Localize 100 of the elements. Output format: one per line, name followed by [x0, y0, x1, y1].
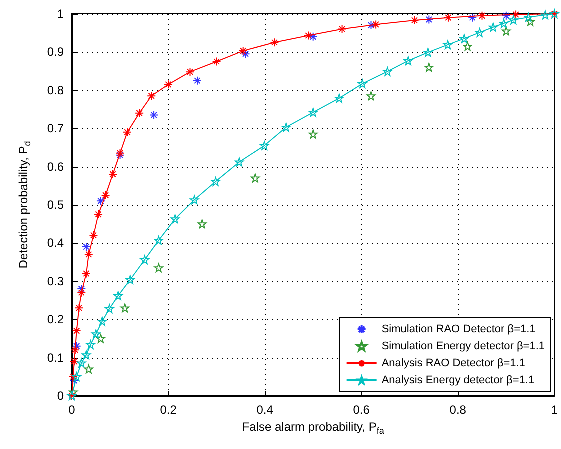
point: [524, 12, 534, 22]
point: [92, 330, 101, 339]
y-tick-label: 0.2: [47, 312, 64, 327]
point: [444, 13, 453, 22]
point: [89, 231, 98, 240]
point: [468, 13, 478, 22]
point: [164, 80, 174, 90]
y-tick-label: 0.1: [47, 350, 64, 365]
point: [282, 122, 291, 132]
point: [463, 42, 472, 51]
point: [154, 264, 164, 273]
point: [241, 50, 250, 59]
point: [499, 19, 508, 28]
point: [358, 79, 368, 88]
y-axis-title: Detection probability, Pd: [16, 141, 32, 269]
point: [424, 15, 434, 24]
point: [488, 22, 498, 32]
y-tick-label: 0.4: [47, 236, 64, 250]
point: [308, 108, 318, 118]
point: [372, 20, 381, 30]
y-tick-label: 0.6: [47, 160, 64, 174]
point: [123, 128, 132, 137]
point: [366, 92, 376, 101]
point: [211, 177, 220, 186]
point: [334, 94, 344, 103]
point: [70, 346, 80, 355]
point: [424, 62, 434, 72]
y-tick-label: 0.8: [47, 83, 64, 98]
point: [424, 48, 433, 58]
point: [540, 10, 550, 20]
point: [135, 108, 144, 118]
legend-label: Analysis RAO Detector β=1.1: [382, 358, 526, 370]
point: [212, 57, 222, 66]
point: [82, 269, 91, 278]
point: [126, 275, 135, 284]
point: [509, 16, 518, 25]
point: [270, 38, 280, 48]
point: [84, 250, 94, 260]
point: [502, 11, 511, 20]
point: [502, 26, 511, 36]
x-tick-label: 0.4: [256, 403, 274, 417]
y-tick-label: 0: [57, 389, 64, 403]
point: [308, 130, 318, 139]
point: [82, 350, 91, 360]
point: [70, 357, 79, 366]
point: [86, 340, 96, 350]
legend-label: Simulation Energy detector β=1.1: [382, 340, 546, 352]
point: [238, 46, 248, 56]
point: [77, 288, 86, 298]
point: [404, 56, 413, 66]
point: [170, 214, 180, 224]
point: [460, 34, 469, 44]
point: [140, 256, 150, 265]
point: [410, 16, 420, 25]
point: [101, 190, 110, 200]
point: [260, 141, 270, 150]
legend-label: Simulation RAO Detector β=1.1: [382, 324, 536, 336]
point: [98, 317, 107, 326]
x-tick-label: 1: [551, 403, 558, 417]
point: [308, 32, 318, 42]
point: [304, 31, 314, 40]
point: [96, 196, 106, 206]
point: [234, 158, 244, 167]
point: [114, 291, 123, 300]
point: [526, 17, 536, 26]
point: [150, 110, 159, 120]
x-tick-label: 0.6: [353, 403, 370, 417]
point: [77, 358, 86, 368]
point: [192, 76, 202, 86]
point: [186, 68, 195, 77]
x-tick-label: 0: [68, 403, 76, 417]
point: [190, 196, 200, 205]
point: [443, 40, 452, 50]
point: [105, 304, 114, 314]
point: [72, 342, 82, 351]
x-tick-label: 0.2: [160, 403, 178, 417]
point: [250, 174, 260, 183]
point: [475, 28, 484, 38]
y-tick-label: 1: [57, 7, 64, 21]
point: [84, 364, 94, 374]
point: [72, 372, 82, 382]
x-tick-label: 0.8: [450, 403, 467, 417]
y-tick-label: 0.3: [47, 274, 64, 288]
y-tick-label: 0.5: [47, 198, 64, 212]
point: [74, 304, 84, 313]
point: [94, 210, 104, 220]
point: [338, 24, 347, 34]
point: [82, 242, 91, 252]
point: [198, 220, 207, 229]
legend-label: Analysis Energy detector β=1.1: [382, 374, 535, 386]
y-tick-label: 0.7: [47, 122, 64, 136]
point: [154, 236, 164, 246]
point: [512, 10, 521, 20]
point: [147, 92, 156, 101]
point: [72, 326, 82, 336]
point: [96, 334, 106, 344]
point: [120, 304, 130, 313]
y-tick-label: 0.9: [47, 45, 64, 60]
point: [68, 372, 78, 382]
point: [108, 170, 118, 179]
